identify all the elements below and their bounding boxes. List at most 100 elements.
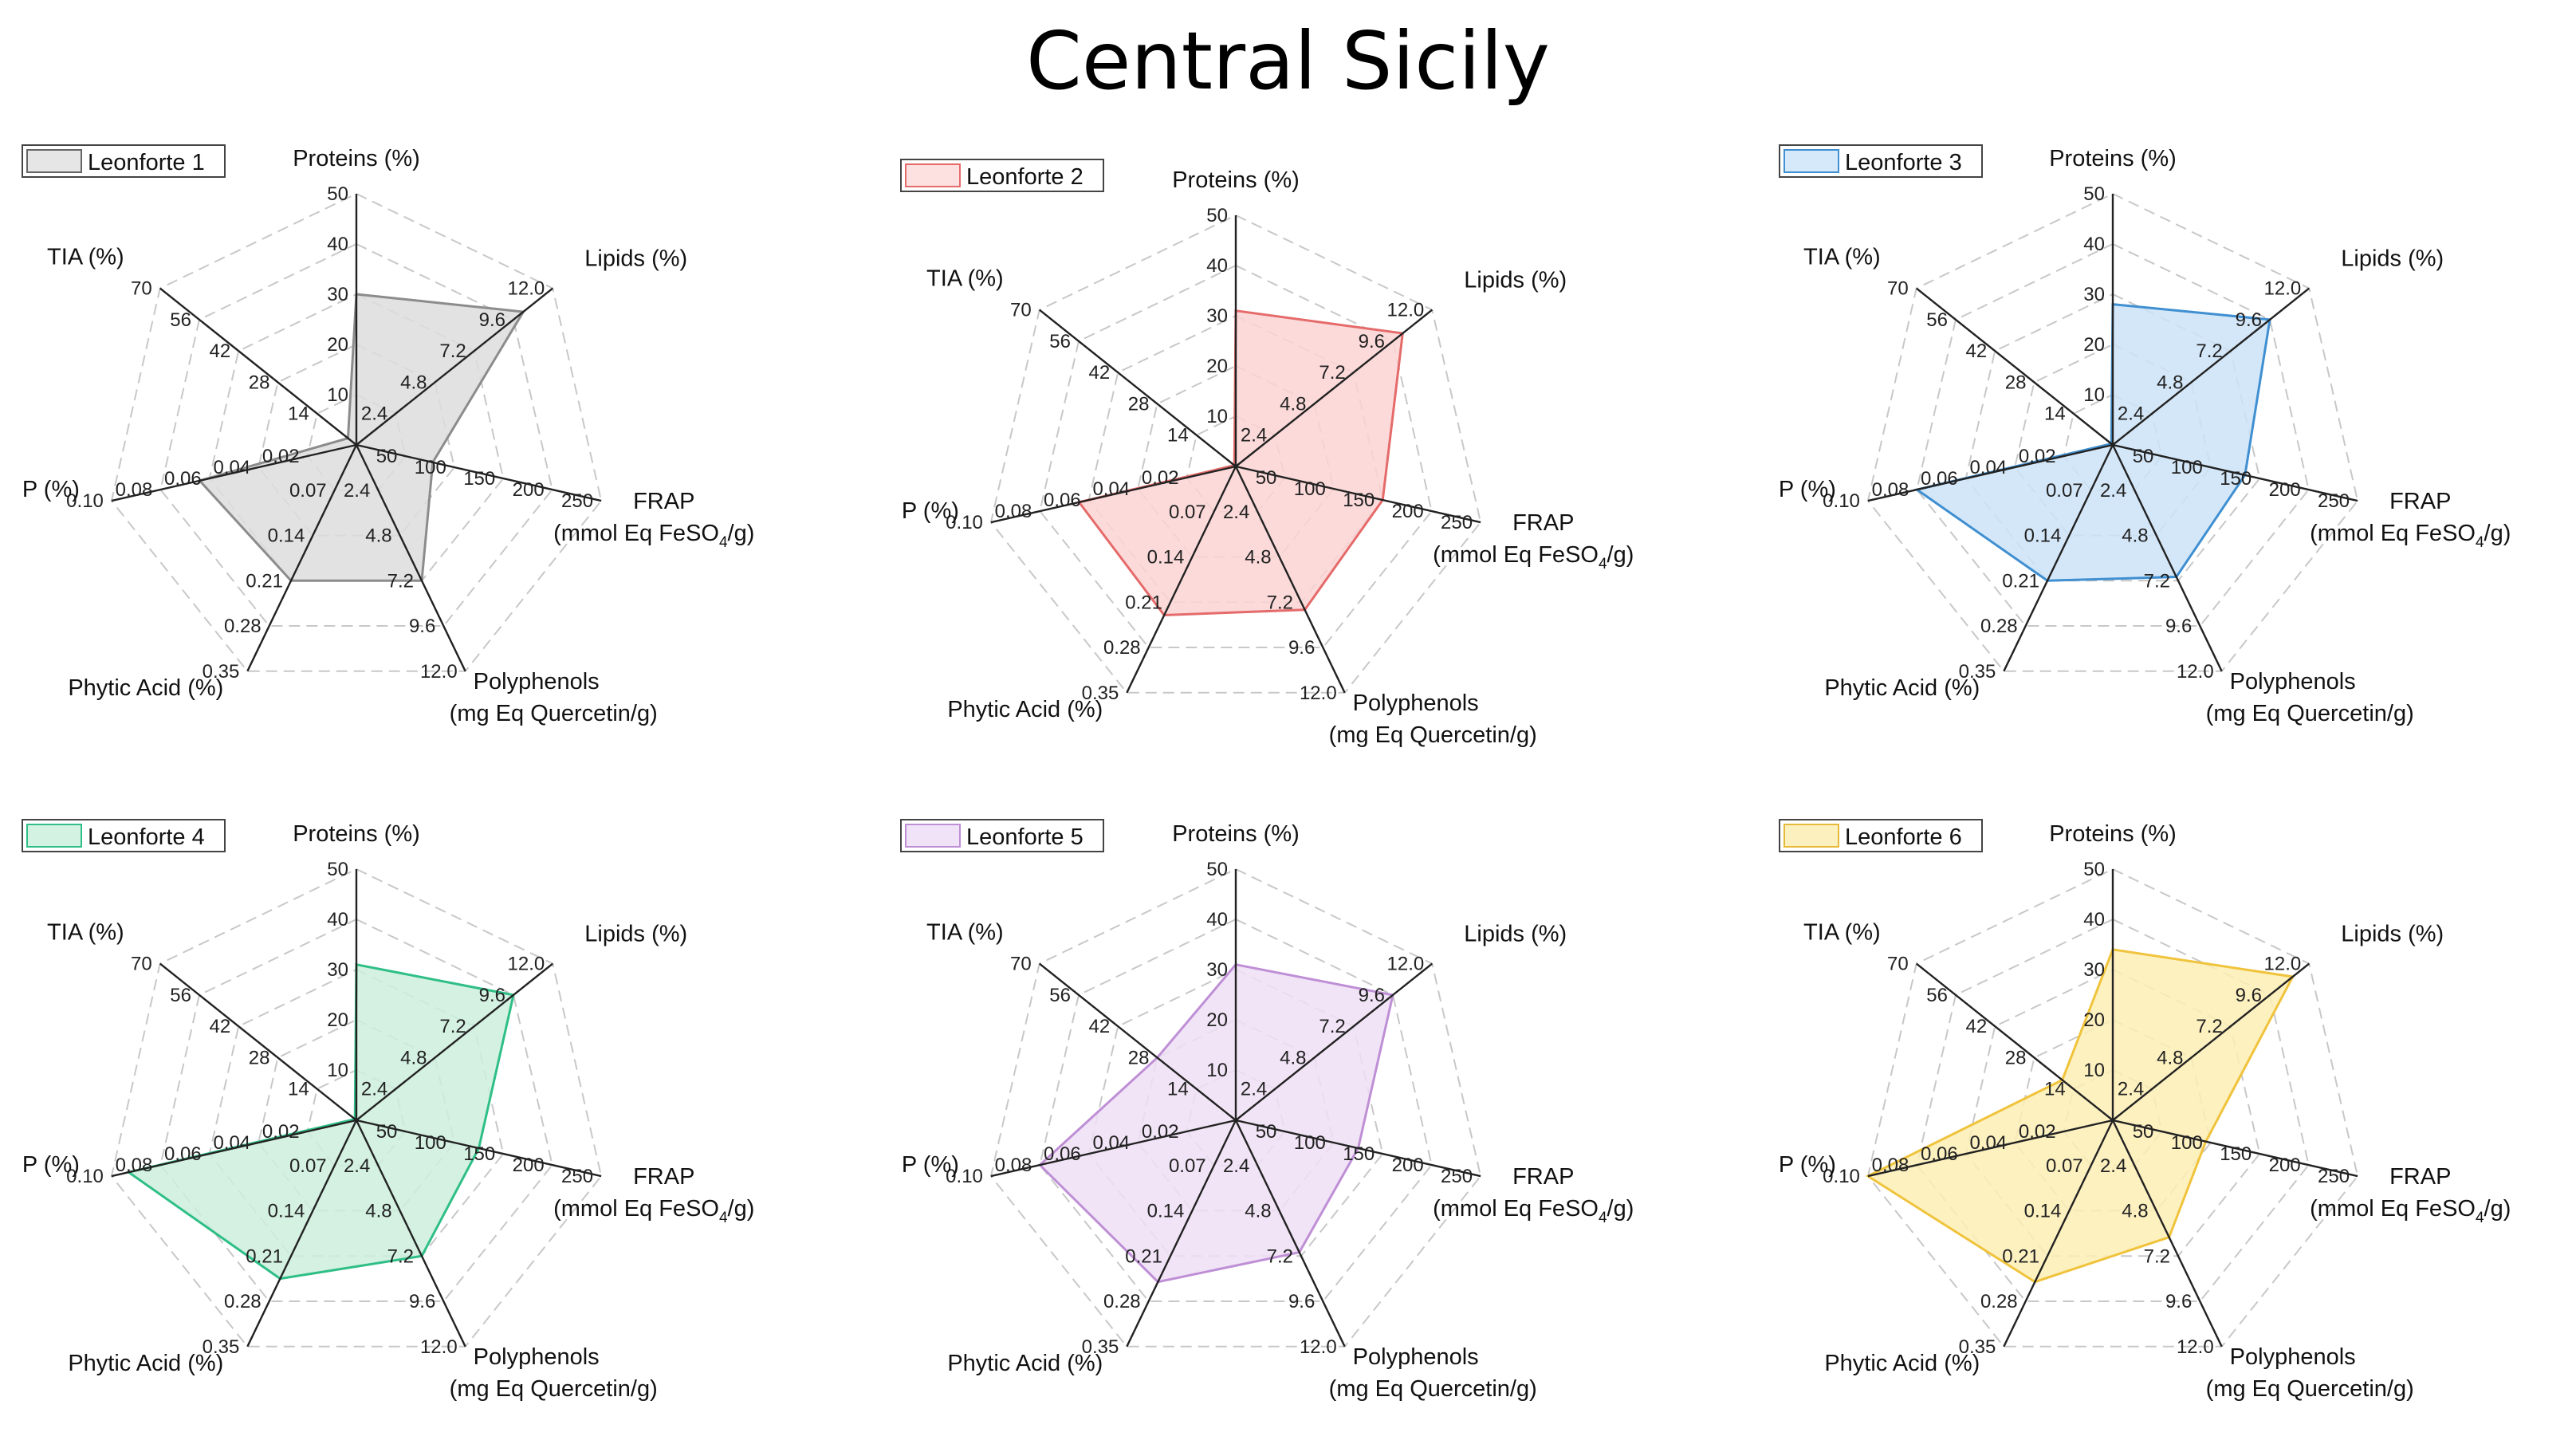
figure-title: Central Sicily: [1026, 14, 1550, 108]
tick-label: 42: [1089, 362, 1111, 384]
tick-label: 200: [1392, 501, 1424, 522]
axis-line: [1235, 962, 1434, 1121]
tick-label: 9.6: [2236, 985, 2262, 1006]
tick-label: 20: [327, 334, 348, 356]
axis-label: P (%): [22, 1152, 80, 1178]
grid-ring: [306, 1068, 407, 1167]
tick-label: 10: [2083, 384, 2105, 406]
tick-label: 100: [2171, 457, 2203, 478]
axis-line: [2111, 1119, 2223, 1348]
tick-label: 0.10: [946, 512, 983, 533]
tick-label: 150: [2220, 468, 2252, 490]
axis-line: [355, 1119, 466, 1348]
axis-label: FRAP: [633, 489, 694, 514]
tick-label: 0.14: [2024, 525, 2062, 547]
tick-label: 28: [249, 1047, 270, 1068]
tick-label: 7.2: [1319, 1016, 1345, 1037]
tick-label: 200: [2269, 479, 2301, 501]
axis-label: Proteins (%): [1172, 821, 1300, 847]
tick-label: 12.0: [508, 278, 545, 300]
tick-label: 200: [1392, 1155, 1424, 1176]
tick-label: 50: [2083, 859, 2105, 880]
tick-label: 30: [1206, 305, 1228, 327]
tick-label: 7.2: [1319, 362, 1345, 384]
tick-label: 40: [1206, 255, 1228, 277]
axis-label: Lipids (%): [584, 246, 687, 272]
tick-label: 20: [2083, 1009, 2105, 1031]
axis-label: Proteins (%): [293, 146, 420, 171]
axis-line: [1867, 443, 2114, 502]
axis-line: [355, 444, 466, 672]
tick-label: 12.0: [508, 954, 545, 975]
tick-label: 2.4: [361, 403, 387, 425]
tick-label: 2.4: [2100, 480, 2126, 502]
axis-line: [2003, 1119, 2114, 1348]
axis-line: [159, 962, 357, 1121]
tick-label: 7.2: [387, 570, 414, 592]
axis-label-unit: (mg Eq Quercetin/g): [2206, 1376, 2414, 1402]
axis-label-unit: (mmol Eq FeSO4/g): [553, 1196, 754, 1226]
axis-line: [1234, 466, 1346, 694]
tick-label: 12.0: [2264, 278, 2302, 300]
tick-label: 0.21: [1125, 1245, 1162, 1267]
tick-label: 0.21: [1125, 592, 1162, 613]
tick-label: 50: [376, 446, 398, 467]
axis-label: FRAP: [2389, 1164, 2451, 1190]
tick-label: 0.21: [2002, 1245, 2039, 1267]
tick-label: 0.08: [116, 1155, 153, 1176]
tick-label: 70: [131, 278, 152, 300]
tick-label: 30: [327, 959, 348, 981]
grid-ring: [1186, 415, 1286, 513]
axis-label-unit: (mg Eq Quercetin/g): [450, 701, 658, 726]
tick-label: 0.06: [1921, 468, 1958, 490]
axis-label-unit-end: /g): [1607, 1196, 1634, 1222]
tick-label: 14: [288, 403, 309, 425]
axis-label-subscript: 4: [2476, 534, 2484, 551]
tick-label: 12.0: [1387, 954, 1425, 975]
tick-label: 14: [288, 1079, 309, 1100]
legend-label: Leonforte 5: [966, 824, 1083, 850]
axis-label: Polyphenols: [474, 1344, 600, 1370]
tick-label: 2.4: [361, 1079, 387, 1100]
legend-label: Leonforte 2: [966, 164, 1083, 190]
tick-label: 7.2: [387, 1245, 414, 1267]
tick-label: 7.2: [1267, 592, 1293, 613]
tick-label: 42: [1089, 1016, 1111, 1037]
axis-line: [246, 444, 358, 672]
tick-label: 4.8: [2122, 1201, 2148, 1222]
axis-line: [990, 465, 1237, 524]
grid-ring: [1866, 192, 2359, 672]
grid-ring: [989, 214, 1482, 694]
legend-label: Leonforte 1: [88, 150, 205, 175]
axis-label: TIA (%): [47, 245, 124, 270]
tick-label: 7.2: [2196, 1016, 2222, 1037]
tick-label: 9.6: [2165, 616, 2192, 637]
tick-label: 150: [1343, 1143, 1375, 1165]
tick-label: 250: [1441, 512, 1473, 533]
tick-label: 0.28: [1103, 637, 1141, 659]
tick-label: 30: [2083, 959, 2105, 981]
axis-label-unit: (mmol Eq FeSO4/g): [1433, 1196, 1634, 1226]
tick-label: 9.6: [1359, 331, 1385, 352]
tick-label: 200: [513, 479, 545, 501]
axis-label: Phytic Acid (%): [68, 1351, 223, 1376]
tick-label: 250: [2318, 490, 2350, 512]
axis-label: Phytic Acid (%): [68, 675, 223, 701]
grid-ring: [110, 192, 603, 672]
axis-line: [356, 443, 602, 502]
tick-label: 150: [463, 1143, 495, 1165]
tick-label: 200: [513, 1155, 545, 1176]
axis-label: Polyphenols: [2230, 1344, 2356, 1370]
axis-line: [1126, 1119, 1237, 1348]
tick-label: 20: [2083, 334, 2105, 356]
tick-label: 7.2: [1267, 1245, 1293, 1267]
axis-line: [356, 287, 554, 446]
tick-label: 42: [1966, 340, 1988, 362]
axis-label-unit-end: /g): [1607, 542, 1634, 568]
axis-label: TIA (%): [1803, 245, 1881, 270]
tick-label: 50: [1206, 859, 1228, 880]
axis-label: Lipids (%): [2341, 246, 2444, 272]
tick-label: 14: [1167, 425, 1189, 447]
